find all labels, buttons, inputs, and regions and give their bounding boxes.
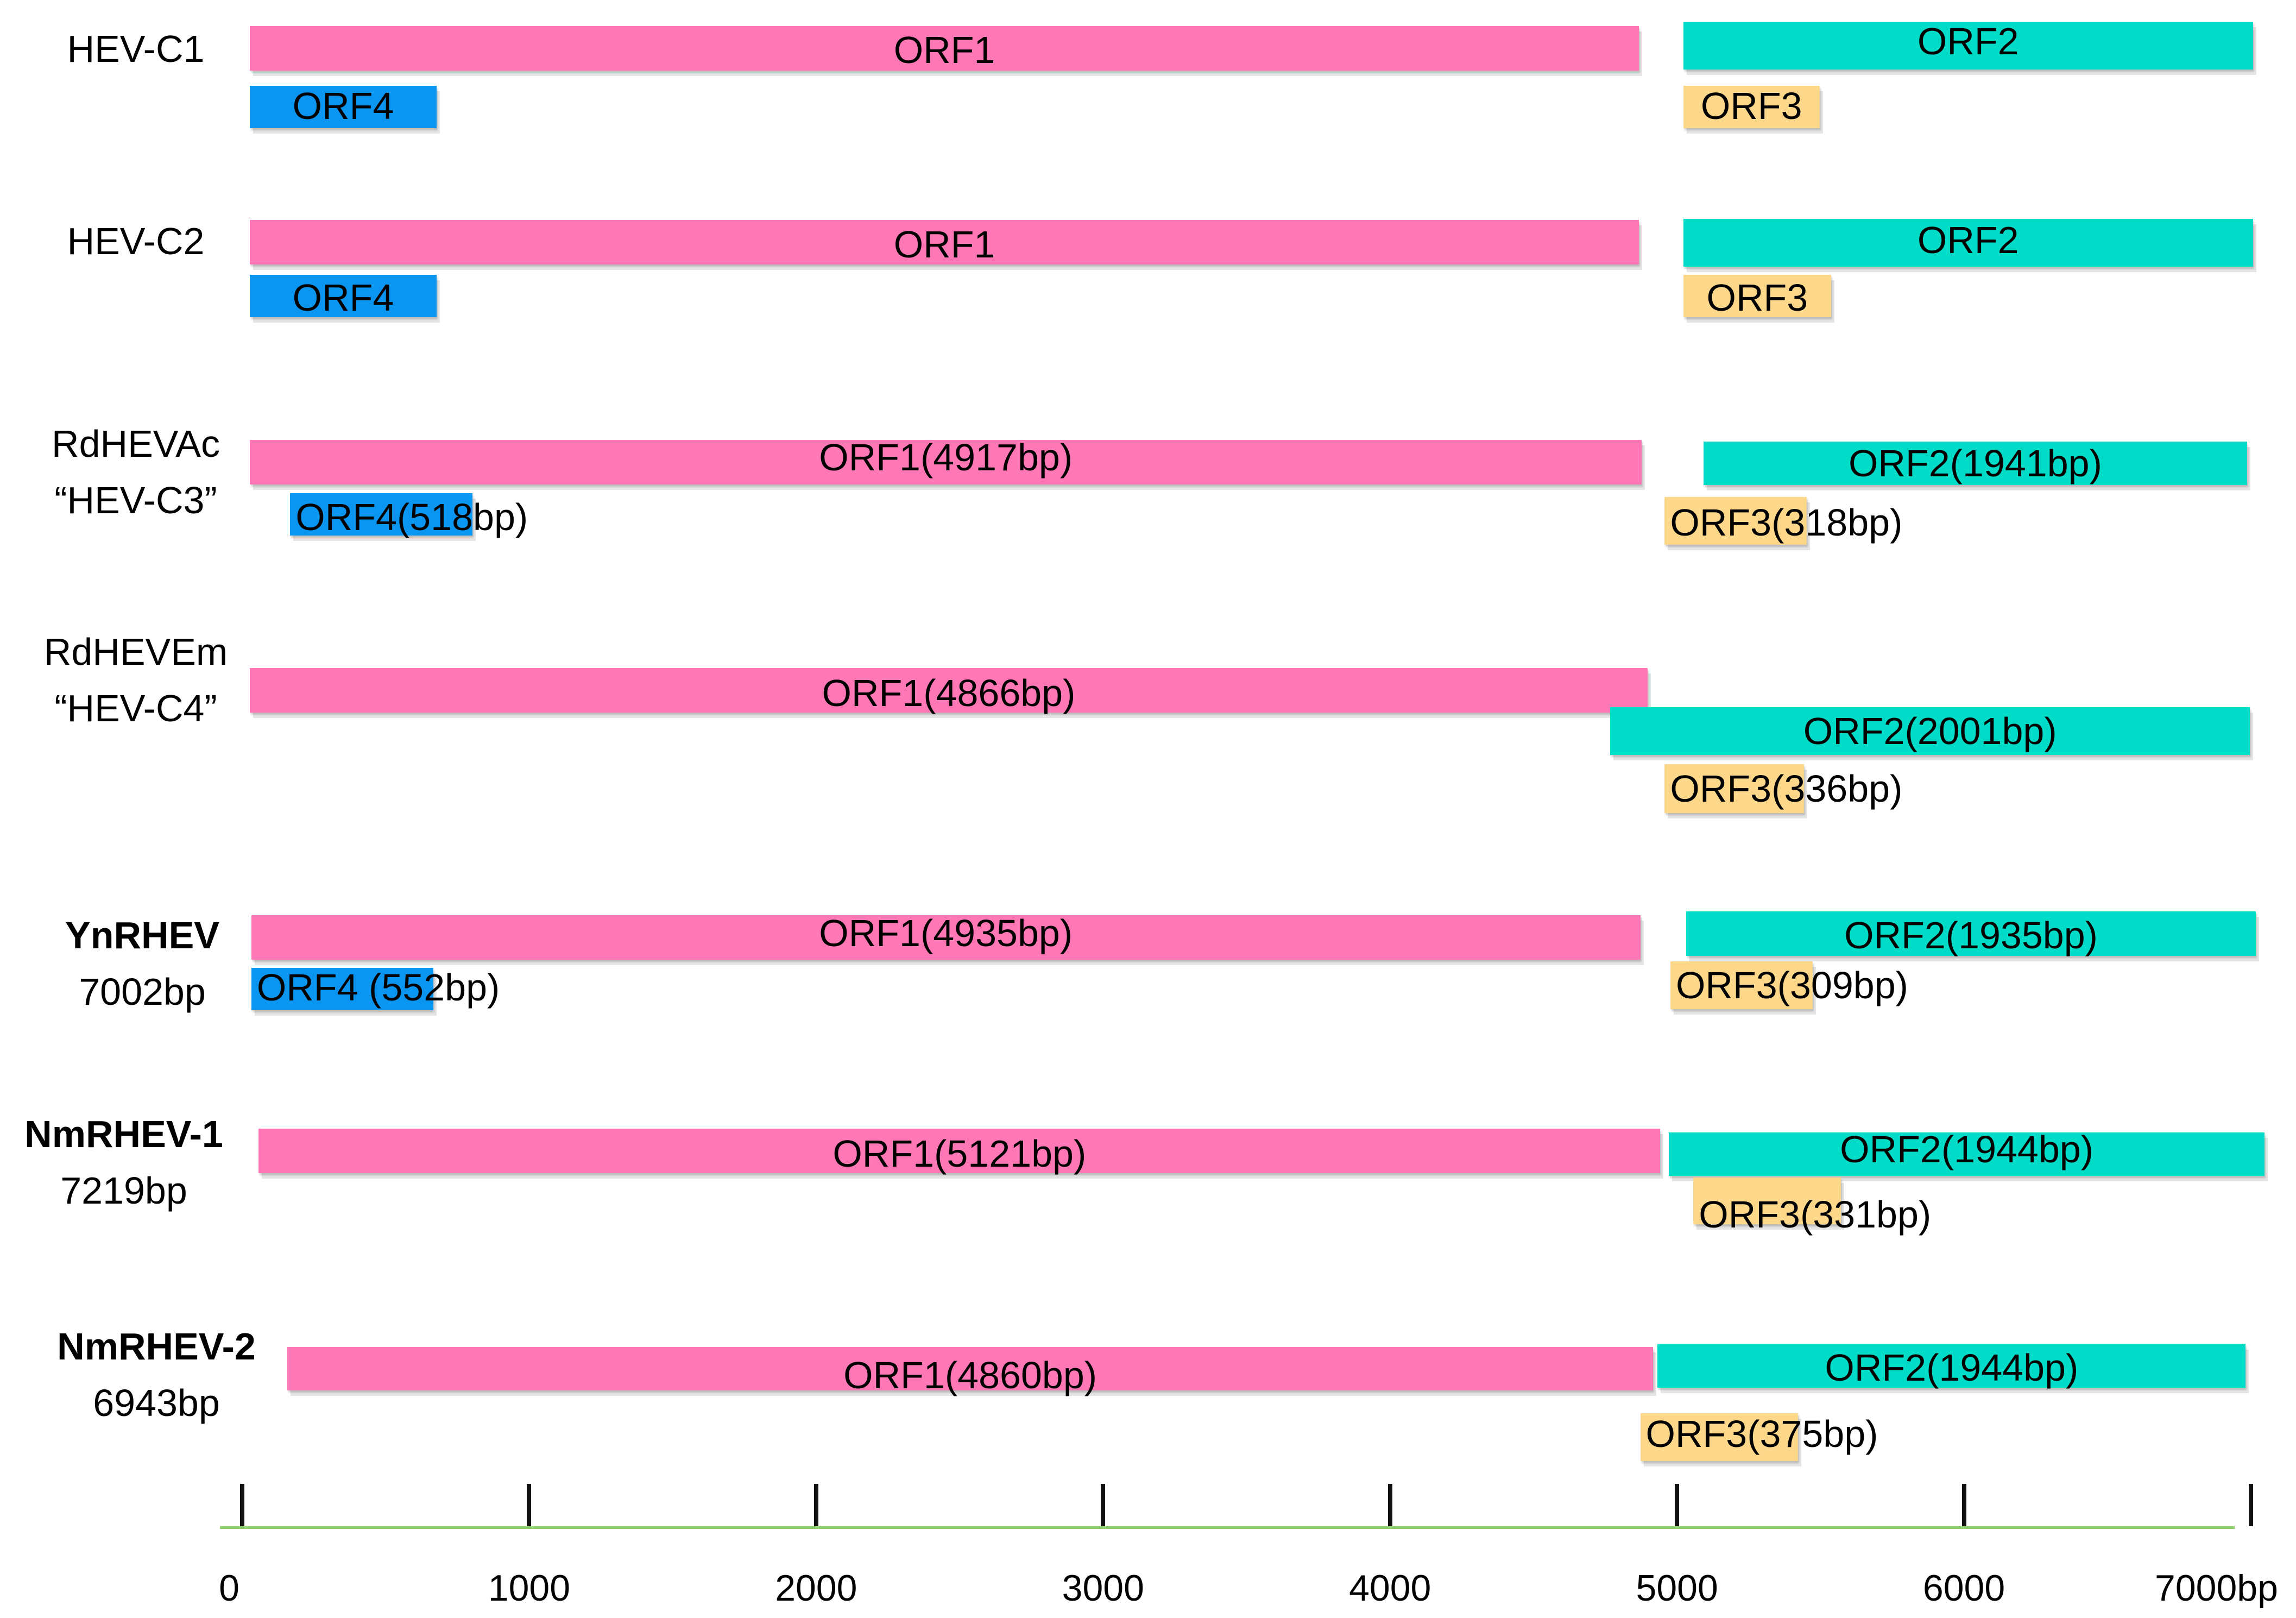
- hev-c1-orf2-label: ORF2: [1917, 20, 2019, 62]
- genome-label-rdhevem: RdHEVEm “HEV-C4”: [0, 624, 272, 736]
- hev-c2-orf2-label: ORF2: [1917, 219, 2019, 261]
- rdhevem-orf3-bar: [1664, 764, 1804, 813]
- ynrhev-orf3-label: ORF3(309bp): [1675, 964, 1908, 1006]
- genome-label-ynrhev: YnRHEV 7002bp: [7, 907, 278, 1020]
- rdhevac-orf4-bar: [290, 493, 472, 536]
- hev-c2-orf1-bar: [250, 220, 1639, 265]
- hev-c2-orf4-label: ORF4: [292, 276, 394, 319]
- axis-tick-label: 4000: [1349, 1567, 1431, 1609]
- rdhevac-orf2-bar: [1703, 442, 2248, 485]
- axis-tick: [1387, 1484, 1392, 1526]
- nmrhev-2-orf3-bar: [1640, 1413, 1799, 1461]
- ynrhev-orf1-bar: [251, 915, 1641, 960]
- hev-c2-orf1-label: ORF1: [893, 223, 995, 266]
- nmrhev-2-orf3-label: ORF3(375bp): [1645, 1413, 1878, 1455]
- hev-c1-orf4-label: ORF4: [292, 85, 394, 127]
- genome-label-hev-c2: HEV-C2: [0, 213, 272, 269]
- nmrhev-2-orf1-label: ORF1(4860bp): [843, 1354, 1097, 1396]
- nmrhev-2-orf2-bar: [1657, 1344, 2246, 1388]
- hev-c1-orf2-bar: [1683, 22, 2253, 70]
- genome-label-rdhevac: RdHEVAc “HEV-C3”: [0, 415, 272, 528]
- axis-tick: [813, 1484, 818, 1526]
- ynrhev-orf4-label: ORF4 (552bp): [256, 966, 500, 1009]
- genome-size-label: 7219bp: [60, 1169, 187, 1212]
- axis-tick-label: 1000: [488, 1567, 571, 1609]
- hev-c2-orf4-bar: [250, 275, 437, 317]
- hev-c1-orf3-label: ORF3: [1700, 85, 1802, 127]
- genome-name: YnRHEV: [65, 914, 219, 956]
- ynrhev-orf1-label: ORF1(4935bp): [819, 912, 1073, 954]
- axis-tick-label: 7000bp: [2155, 1567, 2278, 1609]
- genome-name: NmRHEV-1: [24, 1113, 223, 1155]
- genome-size-label: “HEV-C3”: [54, 479, 217, 521]
- rdhevac-orf2-label: ORF2(1941bp): [1848, 442, 2102, 484]
- rdhevem-orf1-bar: [250, 668, 1648, 713]
- rdhevem-orf2-bar: [1610, 707, 2250, 755]
- rdhevac-orf1-bar: [250, 440, 1642, 484]
- rdhevem-orf3-label: ORF3(336bp): [1670, 767, 1903, 810]
- rdhevac-orf1-label: ORF1(4917bp): [819, 436, 1073, 479]
- axis-line: [220, 1526, 2235, 1529]
- rdhevem-orf1-label: ORF1(4866bp): [822, 672, 1076, 714]
- nmrhev-2-orf1-bar: [287, 1347, 1654, 1390]
- ynrhev-orf2-bar: [1686, 911, 2256, 956]
- genome-name: HEV-C2: [67, 220, 205, 262]
- nmrhev-1-orf2-label: ORF2(1944bp): [1840, 1128, 2094, 1170]
- ynrhev-orf4-bar: [251, 968, 434, 1010]
- genome-name: RdHEVAc: [52, 423, 220, 465]
- axis-tick-label: 6000: [1922, 1567, 2005, 1609]
- axis-tick: [1961, 1484, 1966, 1526]
- axis-tick-label: 0: [219, 1567, 239, 1609]
- axis-tick-label: 2000: [775, 1567, 857, 1609]
- genome-name: RdHEVEm: [43, 631, 228, 673]
- nmrhev-1-orf1-bar: [258, 1129, 1661, 1173]
- genome-label-hev-c1: HEV-C1: [0, 21, 272, 77]
- genome-label-nmrhev-1: NmRHEV-1 7219bp: [0, 1106, 260, 1219]
- genome-name: HEV-C1: [67, 28, 205, 70]
- axis-tick: [2249, 1484, 2253, 1526]
- axis-tick: [1101, 1484, 1106, 1526]
- hev-c2-orf3-label: ORF3: [1706, 276, 1808, 319]
- genome-label-nmrhev-2: NmRHEV-2 6943bp: [21, 1318, 292, 1431]
- hev-c1-orf1-label: ORF1: [893, 29, 995, 71]
- hev-c2-orf3-bar: [1683, 275, 1831, 317]
- nmrhev-1-orf3-bar: [1693, 1178, 1841, 1224]
- nmrhev-1-orf2-bar: [1669, 1132, 2265, 1176]
- genome-size-label: “HEV-C4”: [54, 687, 217, 729]
- hev-c1-orf3-bar: [1683, 86, 1820, 128]
- nmrhev-1-orf1-label: ORF1(5121bp): [832, 1132, 1087, 1175]
- hev-c2-orf2-bar: [1683, 219, 2253, 267]
- axis-tick-label: 5000: [1636, 1567, 1718, 1609]
- axis-tick: [527, 1484, 532, 1526]
- hev-c1-orf4-bar: [250, 86, 437, 128]
- nmrhev-1-orf3-label: ORF3(331bp): [1699, 1193, 1932, 1236]
- axis-tick-label: 3000: [1062, 1567, 1144, 1609]
- genome-name: NmRHEV-2: [57, 1325, 256, 1368]
- ynrhev-orf2-label: ORF2(1935bp): [1844, 914, 2098, 956]
- genome-size-label: 7002bp: [79, 971, 206, 1013]
- rdhevem-orf2-label: ORF2(2001bp): [1803, 710, 2057, 752]
- ynrhev-orf3-bar: [1670, 961, 1813, 1009]
- rdhevac-orf4-label: ORF4(518bp): [295, 496, 528, 538]
- rdhevac-orf3-label: ORF3(318bp): [1670, 501, 1903, 544]
- nmrhev-2-orf2-label: ORF2(1944bp): [1825, 1346, 2079, 1389]
- rdhevac-orf3-bar: [1664, 497, 1807, 545]
- hev-c1-orf1-bar: [250, 26, 1639, 71]
- axis-tick: [240, 1484, 244, 1526]
- genome-size-label: 6943bp: [93, 1382, 220, 1424]
- axis-tick: [1675, 1484, 1680, 1526]
